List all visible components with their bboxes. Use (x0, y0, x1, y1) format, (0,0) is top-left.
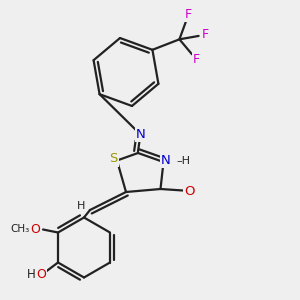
Text: O: O (37, 268, 46, 281)
Text: F: F (185, 8, 192, 21)
Text: H: H (27, 268, 35, 281)
Text: N: N (136, 128, 146, 141)
Text: F: F (202, 28, 209, 41)
Text: O: O (31, 223, 40, 236)
Text: H: H (77, 201, 85, 212)
Text: CH₃: CH₃ (10, 224, 29, 234)
Text: O: O (184, 184, 195, 198)
Text: N: N (161, 154, 171, 167)
Text: F: F (193, 53, 200, 66)
Text: –H: –H (176, 156, 190, 167)
Text: S: S (109, 152, 118, 166)
Text: methoxy: methoxy (17, 230, 24, 231)
